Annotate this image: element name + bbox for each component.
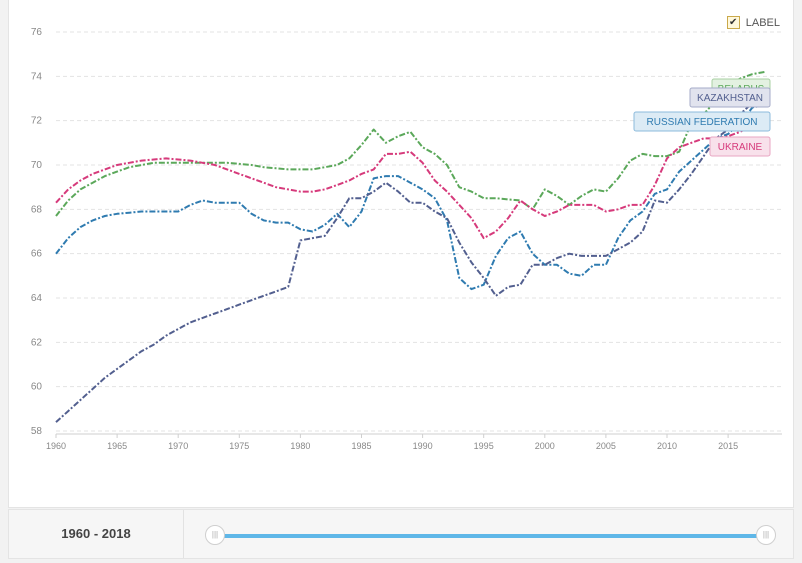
slider-start-handle[interactable]: ||| (205, 525, 225, 545)
x-tick-label: 1975 (229, 441, 249, 451)
series-label-kazakhstan-box (689, 87, 771, 108)
x-tick-label: 1985 (351, 441, 371, 451)
y-tick-label: 64 (31, 293, 43, 304)
range-bar: 1960 - 2018 ||| ||| (8, 509, 794, 559)
x-tick-label: 1970 (168, 441, 188, 451)
series-line-kazakhstan (55, 93, 766, 423)
y-tick-label: 68 (31, 204, 43, 215)
x-tick-label: 2015 (718, 441, 738, 451)
y-tick-label: 72 (31, 116, 43, 127)
year-range-slider-track[interactable] (217, 534, 773, 538)
series-label-ukraine: UKRAINE (718, 142, 763, 153)
series-label-ukraine-box (709, 136, 771, 157)
x-tick-label: 1965 (107, 441, 127, 451)
x-tick-label: 1960 (46, 441, 66, 451)
y-tick-label: 76 (31, 27, 43, 38)
series-label-russian-federation-box (633, 111, 771, 132)
x-tick-label: 2005 (596, 441, 616, 451)
range-end: 2018 (101, 526, 131, 541)
y-tick-label: 70 (31, 160, 43, 171)
x-tick-label: 1995 (474, 441, 494, 451)
series-label-kazakhstan: KAZAKHSTAN (697, 93, 763, 104)
series-line-russian-federation (55, 104, 765, 291)
label-toggle[interactable]: ✔ LABEL (726, 16, 780, 29)
series-line-belarus (55, 70, 765, 217)
x-tick-label: 2000 (535, 441, 555, 451)
range-start: 1960 (61, 526, 91, 541)
x-tick-label: 1990 (413, 441, 433, 451)
series-label-russian-federation: RUSSIAN FEDERATION (647, 117, 758, 128)
y-tick-label: 60 (31, 382, 43, 393)
y-tick-label: 58 (31, 426, 43, 437)
slider-end-handle[interactable]: ||| (756, 525, 776, 545)
label-toggle-text: LABEL (745, 16, 780, 29)
line-chart: 58 60 62 64 66 68 70 72 74 76 1960 1965 1970 1975 1980… (31, 27, 782, 451)
y-tick-label: 62 (31, 337, 43, 348)
range-separator: - (90, 526, 102, 541)
x-tick-label: 1980 (290, 441, 310, 451)
y-tick-label: 66 (31, 249, 43, 260)
checkmark-icon[interactable]: ✔ (726, 16, 740, 29)
year-range-display: 1960 - 2018 (9, 510, 184, 558)
x-tick-label: 2010 (657, 441, 677, 451)
y-tick-label: 74 (31, 71, 43, 82)
